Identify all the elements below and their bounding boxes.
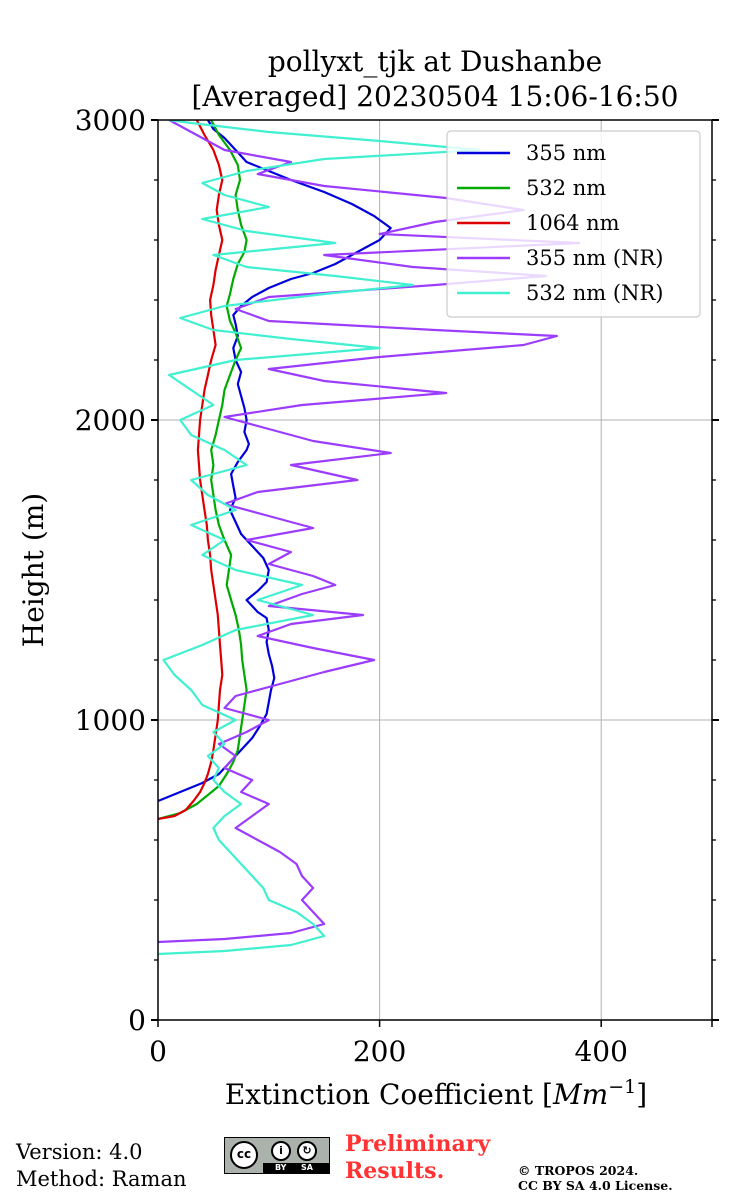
x-axis-label: Extinction Coefficient [Mm−1] <box>225 1076 647 1111</box>
y-tick-label: 2000 <box>75 404 146 437</box>
legend-label-2: 532 nm <box>526 176 606 200</box>
x-axis-label-text: Extinction Coefficient [ <box>225 1078 553 1111</box>
share-alike-icon: ↻ <box>297 1141 317 1161</box>
y-tick-label: 1000 <box>75 704 146 737</box>
sa-label: SA <box>301 1163 313 1172</box>
axis-ticks: 0 200 400 0 1000 2000 3000 <box>75 104 719 1068</box>
x-axis-label-unit: Mm <box>552 1078 608 1111</box>
legend-label-3: 1064 nm <box>526 211 620 235</box>
preliminary-results-note: Preliminary Results. <box>345 1131 490 1185</box>
method-text: Method: Raman <box>16 1167 187 1191</box>
chart-title: pollyxt_tjk at Dushanbe <box>268 45 602 78</box>
legend-label-4: 355 nm (NR) <box>526 246 663 270</box>
y-tick-label: 0 <box>128 1004 146 1037</box>
x-tick-label: 0 <box>149 1035 167 1068</box>
series-layer <box>158 120 581 956</box>
by-person-icon: i <box>271 1141 291 1161</box>
legend-frame <box>446 130 701 318</box>
series-line-5 <box>158 120 481 956</box>
x-axis-label-exponent: −1 <box>608 1076 636 1098</box>
chart-subtitle: [Averaged] 20230504 15:06-16:50 <box>192 80 679 113</box>
copyright-line-1: © TROPOS 2024. <box>518 1163 639 1178</box>
cc-license-badge: cc i ↻ BY SA <box>224 1137 330 1174</box>
copyright-line-2: CC BY SA 4.0 License. <box>518 1178 673 1193</box>
copyright-note: © TROPOS 2024. CC BY SA 4.0 License. <box>518 1163 673 1193</box>
x-tick-label: 400 <box>574 1035 627 1068</box>
series-line-3 <box>158 120 224 821</box>
plot-frame <box>157 119 713 1021</box>
series-line-4 <box>158 120 581 944</box>
by-label: BY <box>275 1163 287 1172</box>
license-strip: BY SA <box>263 1163 329 1173</box>
preliminary-line-2: Results. <box>345 1158 445 1184</box>
cc-icon: cc <box>230 1141 258 1169</box>
x-axis-label-close: ] <box>636 1078 647 1111</box>
legend-label-1: 355 nm <box>526 141 606 165</box>
y-tick-label: 3000 <box>75 104 146 137</box>
legend-label-5: 532 nm (NR) <box>526 281 663 305</box>
preliminary-line-1: Preliminary <box>345 1131 491 1157</box>
x-tick-label: 200 <box>353 1035 406 1068</box>
y-axis-label: Height (m) <box>17 493 50 647</box>
series-line-1 <box>158 120 392 803</box>
legend: 355 nm 532 nm 1064 nm 355 nm (NR) 532 nm (NR… <box>446 130 701 318</box>
series-line-2 <box>158 120 248 821</box>
version-text: Version: 4.0 <box>16 1140 143 1164</box>
